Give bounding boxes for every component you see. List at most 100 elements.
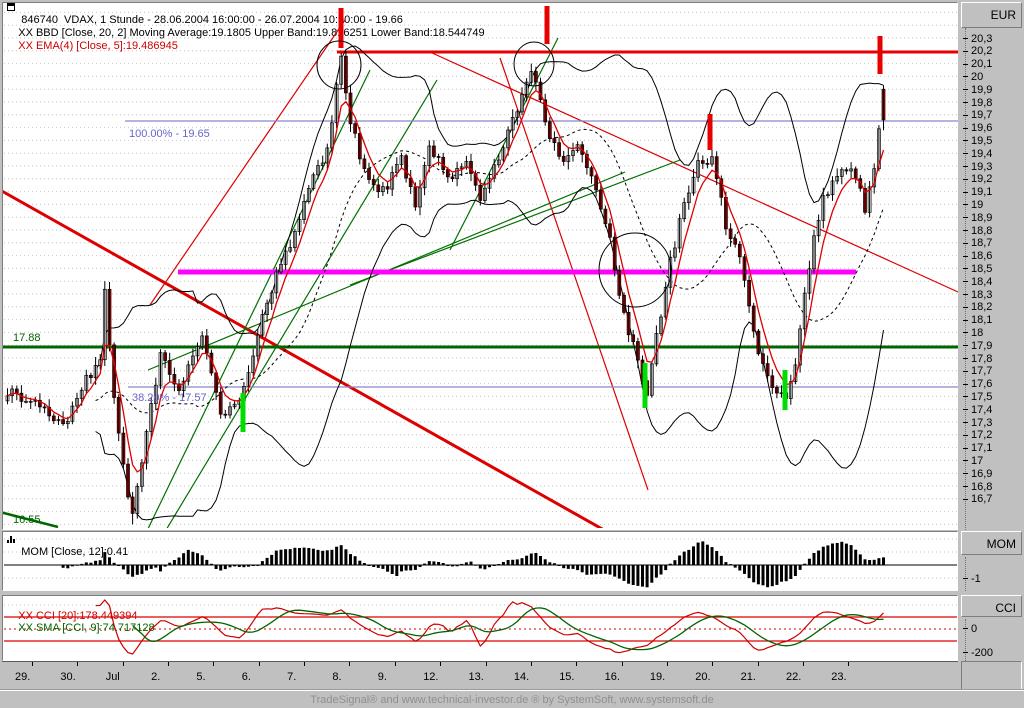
date-tick-mark bbox=[757, 662, 759, 666]
price-tick-label: 19,7 bbox=[971, 109, 993, 122]
date-tick-label: 21. bbox=[740, 671, 756, 683]
date-tick-label: 5. bbox=[196, 671, 206, 683]
date-tick-label: Jul bbox=[105, 671, 120, 683]
price-tick-mark bbox=[963, 434, 968, 436]
chart-annotation-label: 38.20% - 17.57 bbox=[132, 392, 207, 404]
date-tick-label: 23. bbox=[831, 671, 847, 683]
date-tick-mark bbox=[77, 662, 79, 666]
price-tick-mark bbox=[963, 153, 968, 155]
ema-legend: XX EMA(4) [Close, 5]:19.486945 bbox=[18, 40, 178, 52]
price-tick-label: 17,9 bbox=[971, 339, 993, 352]
date-tick-label: 14. bbox=[513, 671, 530, 683]
price-axis[interactable]: 20,3 20,2 20,1 20 19,9 19,8 19,7 19,6 19,5 19,4 19… bbox=[961, 28, 1023, 530]
price-tick-mark bbox=[963, 383, 968, 385]
momentum-panel[interactable] bbox=[2, 531, 958, 591]
date-tick-mark bbox=[848, 662, 850, 666]
date-tick-mark bbox=[440, 662, 442, 666]
cci-panel[interactable] bbox=[2, 595, 958, 661]
cci-axis-rail bbox=[965, 619, 966, 661]
price-tick-label: 20,1 bbox=[971, 58, 993, 71]
chart-title: 846740 VDAX, 1 Stunde - 28.06.2004 16:00… bbox=[21, 14, 403, 26]
price-axis-rail bbox=[965, 28, 966, 530]
mom-legend-row: MOM [Close, 12]:0.41 bbox=[6, 534, 128, 570]
price-tick-label: 17,7 bbox=[971, 365, 993, 378]
price-tick-mark bbox=[963, 140, 968, 142]
price-tick-label: 17,6 bbox=[971, 378, 993, 391]
mom-axis[interactable]: -1 bbox=[961, 557, 1023, 591]
price-tick-label: 17,4 bbox=[971, 403, 993, 416]
date-tick-label: 13. bbox=[468, 671, 484, 683]
price-tick-mark bbox=[963, 127, 968, 129]
price-tick-mark bbox=[963, 191, 968, 193]
date-tick-label: 9. bbox=[377, 671, 387, 683]
price-tick-mark bbox=[963, 460, 968, 462]
chart-title-row: 846740 VDAX, 1 Stunde - 28.06.2004 16:00… bbox=[6, 2, 403, 38]
price-tick-label: 19,6 bbox=[971, 122, 993, 135]
price-tick-label: 18,9 bbox=[971, 211, 993, 224]
date-tick-mark bbox=[122, 662, 124, 666]
price-tick-label: 18,6 bbox=[971, 250, 993, 263]
price-tick-mark bbox=[963, 409, 968, 411]
cci-axis[interactable]: 0 -200 bbox=[961, 619, 1023, 661]
price-tick-mark bbox=[963, 178, 968, 180]
chart-annotation-label: 17.88 bbox=[13, 332, 41, 344]
price-tick-label: 19,9 bbox=[971, 83, 993, 96]
axis-tick-mark bbox=[963, 628, 968, 629]
price-tick-label: 17,1 bbox=[971, 442, 993, 455]
date-tick-mark bbox=[712, 662, 714, 666]
date-tick-label: 2. bbox=[151, 671, 161, 683]
price-tick-mark bbox=[963, 204, 968, 206]
price-tick-mark bbox=[963, 255, 968, 257]
date-tick-mark bbox=[666, 662, 668, 666]
cci-legend-row: XX CCI [20]:178.449394 bbox=[6, 598, 137, 634]
price-tick-mark bbox=[963, 50, 968, 52]
price-tick-label: 19,1 bbox=[971, 186, 993, 199]
chart-annotation-label: 16.55 bbox=[13, 514, 41, 526]
price-tick-mark bbox=[963, 38, 968, 39]
date-tick-label: 12. bbox=[423, 671, 439, 683]
price-tick-mark bbox=[963, 281, 968, 283]
price-tick-label: 18,1 bbox=[971, 314, 993, 327]
status-bar: TradeSignal® and www.technical-investor.… bbox=[0, 690, 1024, 708]
mom-axis-title: MOM bbox=[986, 537, 1016, 551]
price-tick-mark bbox=[963, 498, 968, 500]
price-tick-label: 18,7 bbox=[971, 237, 993, 250]
price-tick-mark bbox=[963, 89, 968, 91]
price-tick-mark bbox=[963, 447, 968, 449]
price-tick-label: 18,2 bbox=[971, 301, 993, 314]
date-tick-label: 15. bbox=[559, 671, 575, 683]
date-axis[interactable]: 29. 30. Jul 2. 5. 6. 7. 8. 9. 12. 13. 14. 15. 16. 19. 2… bbox=[2, 661, 958, 690]
price-tick-mark bbox=[963, 166, 968, 167]
date-tick-mark bbox=[32, 662, 33, 666]
price-tick-label: 18 bbox=[971, 326, 984, 339]
price-tick-label: 16,9 bbox=[971, 467, 993, 480]
price-tick-mark bbox=[963, 319, 968, 321]
cci-legend: XX CCI [20]:178.449394 bbox=[18, 610, 138, 622]
axis-tick-label: 0 bbox=[971, 622, 978, 635]
date-tick-label: 19. bbox=[649, 671, 666, 683]
price-tick-mark bbox=[963, 486, 968, 487]
price-tick-label: 18,3 bbox=[971, 288, 993, 301]
price-tick-mark bbox=[963, 63, 968, 65]
price-tick-label: 18,4 bbox=[971, 275, 993, 288]
date-tick-mark bbox=[621, 662, 623, 666]
price-axis-header: EUR bbox=[961, 2, 1022, 28]
price-tick-mark bbox=[963, 370, 968, 372]
price-tick-mark bbox=[963, 102, 968, 103]
price-tick-label: 19 bbox=[971, 198, 984, 211]
chart-annotation-label: 100.00% - 19.65 bbox=[129, 128, 210, 140]
main-price-chart-panel[interactable] bbox=[2, 2, 958, 530]
price-tick-label: 19,3 bbox=[971, 160, 993, 173]
price-tick-label: 19,5 bbox=[971, 134, 993, 147]
price-tick-mark bbox=[963, 345, 968, 347]
date-tick-mark bbox=[530, 662, 532, 666]
ema-legend-row: XX EMA(4) [Close, 5]:19.486945 bbox=[6, 28, 178, 64]
mom-axis-rail bbox=[965, 557, 966, 591]
price-tick-label: 16,8 bbox=[971, 480, 993, 493]
price-tick-mark bbox=[963, 358, 968, 359]
date-tick-label: 30. bbox=[60, 671, 76, 683]
price-tick-mark bbox=[963, 332, 968, 334]
price-tick-mark bbox=[963, 217, 968, 219]
